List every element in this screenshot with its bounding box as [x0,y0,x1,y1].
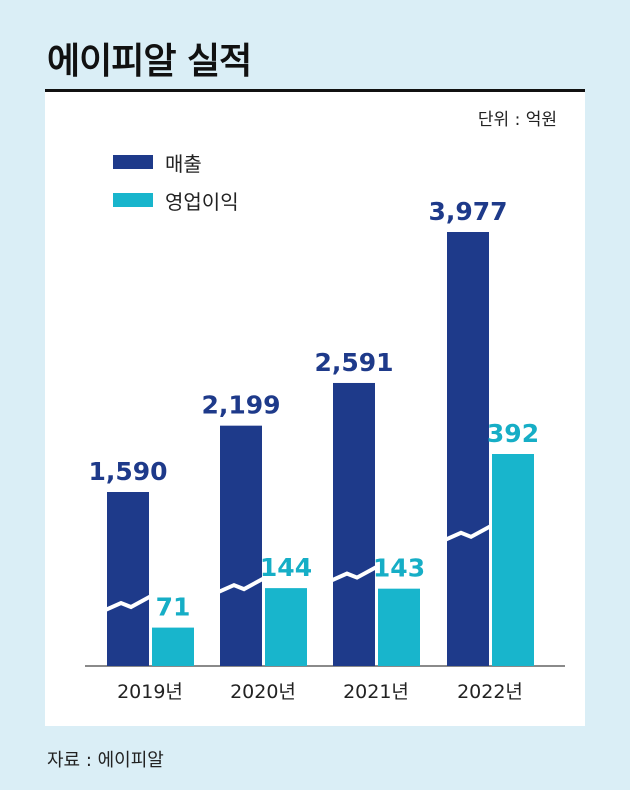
x-tick-label: 2022년 [457,681,523,703]
chart-title: 에이피알 실적 [47,41,252,82]
data-label-operating-profit: 144 [260,553,312,582]
data-label-operating-profit: 392 [487,419,539,448]
axis-break-mark [102,593,154,613]
data-label-revenue: 2,199 [201,391,280,420]
x-tick-label: 2019년 [117,681,183,703]
title-divider [45,89,585,92]
bar-revenue-2022년 [447,232,489,666]
data-label-operating-profit: 71 [156,593,191,622]
legend-swatch-revenue [113,155,153,169]
legend-label-operating-profit: 영업이익 [165,189,239,214]
bar-chart: 1,590 71 2019년 2,199 144 2020년 2,591 143 2021년 3,… [85,197,565,703]
bar-operating-profit-2019년 [152,627,194,666]
axis-break-mark [442,523,494,543]
bar-revenue-2019년 [107,492,149,666]
data-label-revenue: 2,591 [314,348,393,377]
bar-operating-profit-2020년 [265,588,307,666]
x-tick-label: 2021년 [343,681,409,703]
data-label-revenue: 3,977 [428,197,507,226]
legend-item-operating-profit: 영업이익 [113,188,239,214]
legend-item-revenue: 매출 [113,150,239,176]
bar-revenue-2020년 [220,425,262,666]
data-label-revenue: 1,590 [88,457,167,486]
bar-operating-profit-2022년 [492,454,534,666]
legend: 매출 영업이익 [113,150,239,226]
chart-panel: 단위 : 억원 매출 영업이익 1,590 71 2019년 2,199 144 2020… [45,92,585,726]
axis-break-mark [215,575,267,595]
x-tick-label: 2020년 [230,681,296,703]
axis-break-mark [328,563,380,584]
data-label-operating-profit: 143 [373,554,425,583]
legend-label-revenue: 매출 [165,151,202,176]
unit-label: 단위 : 억원 [477,110,557,130]
legend-swatch-operating-profit [113,193,153,207]
bar-operating-profit-2021년 [378,588,420,666]
source-note: 자료 : 에이피알 [47,750,164,771]
bar-revenue-2021년 [333,382,375,666]
